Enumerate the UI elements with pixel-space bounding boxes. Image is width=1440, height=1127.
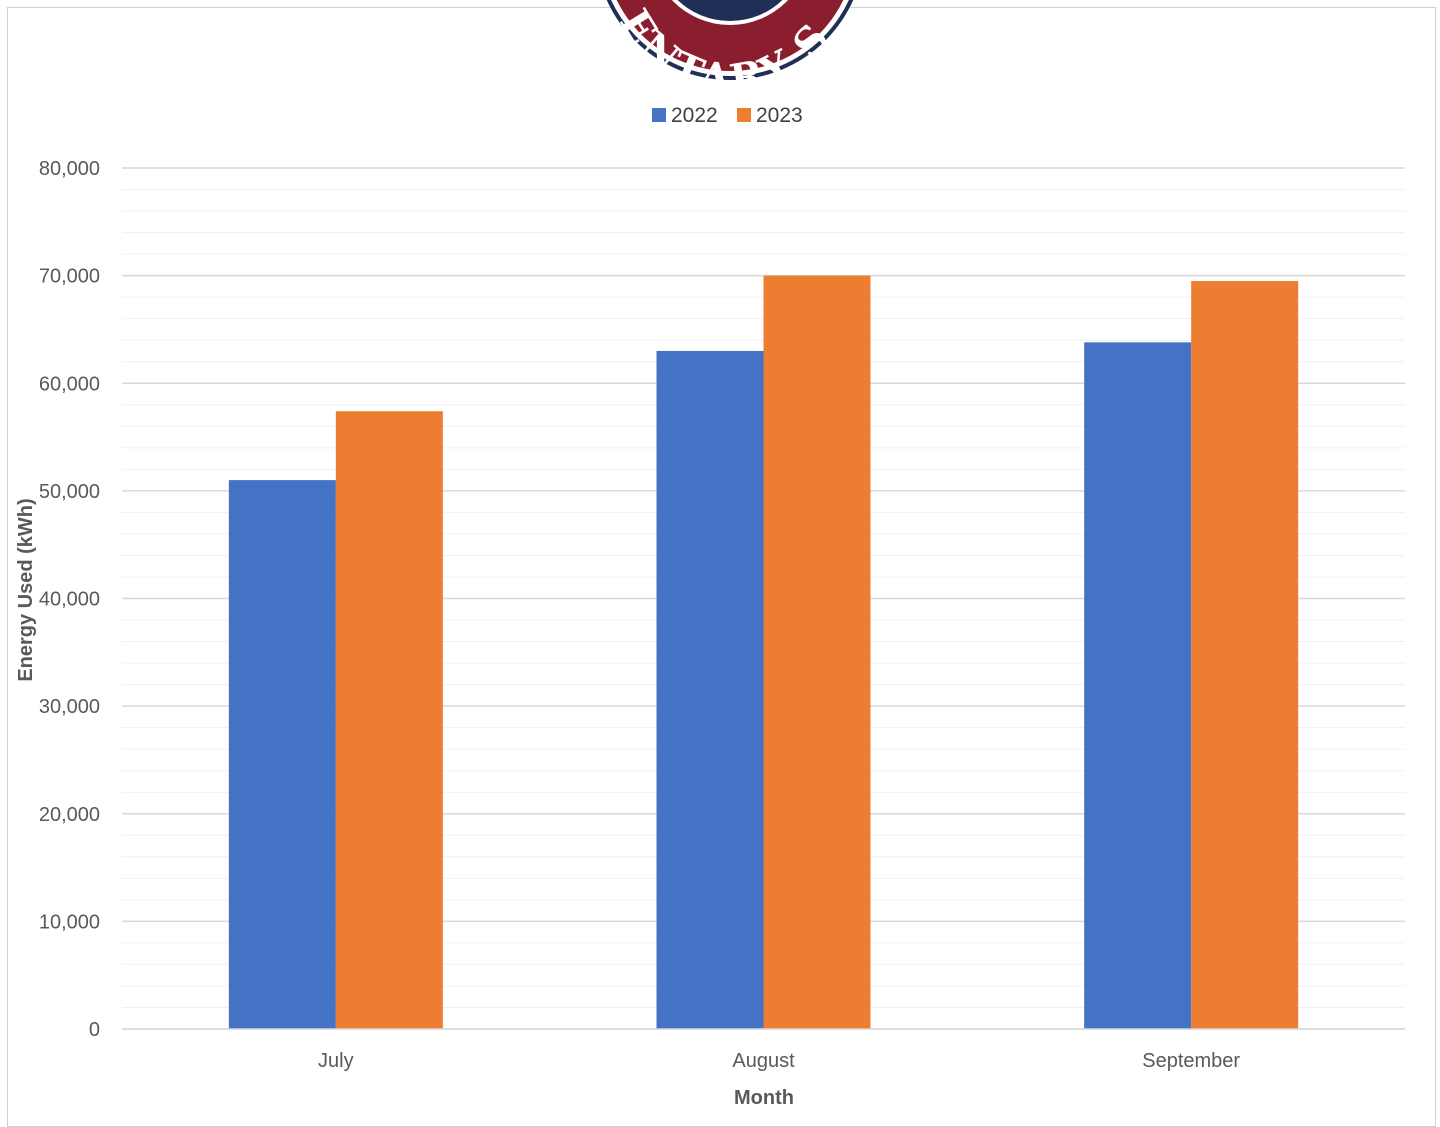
y-tick-label: 80,000 bbox=[39, 158, 100, 180]
y-tick-label: 30,000 bbox=[39, 696, 100, 718]
legend-swatch-2023 bbox=[737, 108, 751, 122]
x-axis-title: Month bbox=[734, 1087, 794, 1109]
bars bbox=[122, 275, 1405, 1030]
logo-inner-navy bbox=[677, 0, 783, 21]
bar-september-2023 bbox=[1191, 281, 1299, 1030]
y-axis-title: Energy Used (kWh) bbox=[15, 498, 37, 681]
y-axis-ticks: 0 10,000 20,000 30,000 40,000 50,000 60,000 70,… bbox=[39, 158, 100, 1041]
logo-badge: ENTARY SU bbox=[0, 0, 854, 103]
y-tick-label: 70,000 bbox=[39, 266, 100, 288]
bar-september-2022 bbox=[1084, 342, 1192, 1029]
bar-august-2023 bbox=[763, 275, 871, 1029]
y-tick-label: 60,000 bbox=[39, 373, 100, 395]
x-axis-ticks: July August September bbox=[318, 1050, 1240, 1072]
legend-label-2022: 2022 bbox=[671, 104, 718, 127]
x-tick-label: August bbox=[732, 1050, 795, 1072]
logo-red-ring bbox=[616, 0, 844, 71]
bar-july-2022 bbox=[228, 480, 336, 1029]
legend-swatch-2022 bbox=[652, 108, 666, 122]
bar-july-2023 bbox=[335, 411, 443, 1029]
legend: 2022 2023 bbox=[652, 104, 803, 127]
y-tick-label: 20,000 bbox=[39, 804, 100, 826]
legend-label-2023: 2023 bbox=[756, 104, 803, 127]
y-tick-label: 40,000 bbox=[39, 589, 100, 611]
y-tick-label: 50,000 bbox=[39, 481, 100, 503]
x-tick-label: July bbox=[318, 1050, 354, 1072]
y-tick-label: 0 bbox=[89, 1019, 100, 1041]
bar-august-2022 bbox=[656, 350, 764, 1029]
y-tick-label: 10,000 bbox=[39, 911, 100, 933]
x-tick-label: September bbox=[1142, 1050, 1240, 1072]
